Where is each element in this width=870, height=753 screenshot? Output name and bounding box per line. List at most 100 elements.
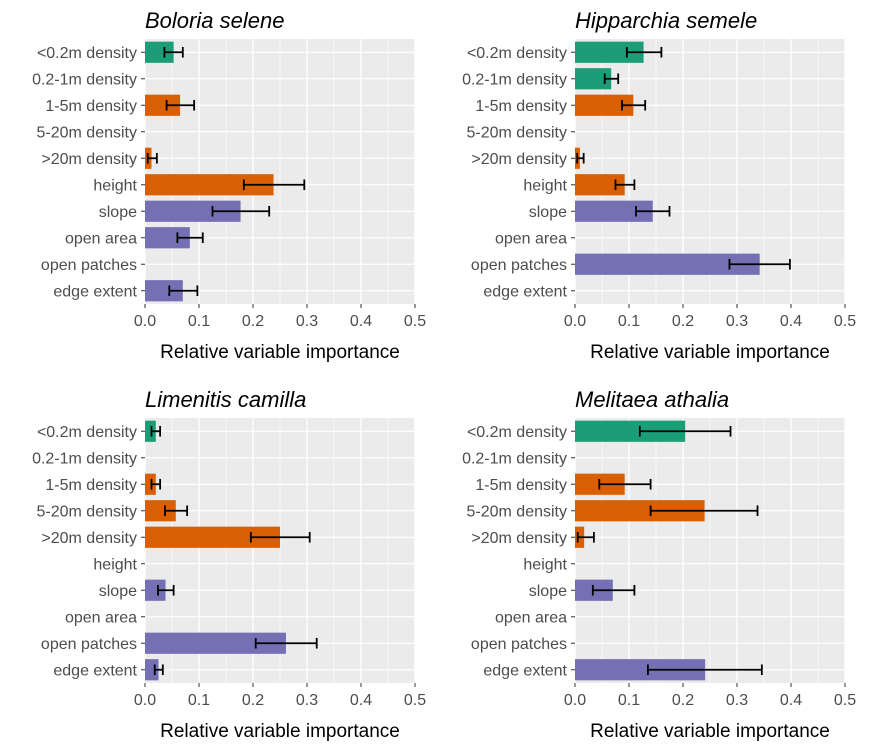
x-axis-label: Relative variable importance <box>590 342 830 363</box>
category-label: height <box>523 556 567 573</box>
category-label: 0.2-1m density <box>462 450 567 467</box>
bar <box>575 174 625 196</box>
category-label: 1-5m density <box>475 98 567 115</box>
bar <box>575 659 706 681</box>
bar <box>145 526 280 548</box>
category-label: >20m density <box>471 530 567 547</box>
panel-1: Boloria selene <0.2m density 0.2-1m densit… <box>32 8 426 363</box>
x-tick-label: 0.4 <box>780 313 802 330</box>
error-bar <box>157 584 175 596</box>
error-bar <box>150 425 162 437</box>
category-label: 1-5m density <box>45 477 137 494</box>
bar <box>145 280 183 302</box>
bar <box>575 68 612 90</box>
x-tick-label: 0.2 <box>672 313 694 330</box>
category-label: edge extent <box>483 283 567 300</box>
bar <box>145 632 286 654</box>
x-tick-label: 0.5 <box>834 692 856 709</box>
category-label: >20m density <box>41 530 137 547</box>
bar <box>575 200 653 222</box>
error-bar <box>146 152 158 164</box>
error-bar <box>165 99 196 111</box>
category-label: <0.2m density <box>37 424 137 441</box>
error-bar <box>168 285 199 297</box>
bar <box>145 579 166 601</box>
category-label: edge extent <box>53 662 137 679</box>
category-label: height <box>93 177 137 194</box>
x-tick-label: 0.2 <box>242 313 264 330</box>
bar <box>575 420 686 442</box>
bar <box>575 253 760 275</box>
category-label: height <box>93 556 137 573</box>
bar <box>575 500 705 522</box>
category-label: open patches <box>471 636 567 653</box>
x-tick-label: 0.1 <box>188 692 210 709</box>
x-tick-label: 0.3 <box>726 692 748 709</box>
category-label: 1-5m density <box>475 477 567 494</box>
x-tick-label: 0.5 <box>834 313 856 330</box>
x-axis-label: Relative variable importance <box>590 721 830 742</box>
category-label: slope <box>529 204 567 221</box>
error-bar <box>164 505 189 517</box>
bar <box>145 41 174 63</box>
category-label: slope <box>99 204 137 221</box>
error-bar <box>638 425 732 437</box>
error-bar <box>614 179 636 191</box>
error-bar <box>603 73 620 85</box>
error-bar <box>635 205 671 217</box>
category-label: open patches <box>41 257 137 274</box>
bar <box>145 174 274 196</box>
panel-2: Hipparchia semele <0.2m density 0.2-1m den… <box>462 8 856 363</box>
error-bar <box>150 478 162 490</box>
x-tick-label: 0.0 <box>134 692 156 709</box>
error-bar <box>576 152 585 164</box>
bar <box>575 94 634 116</box>
error-bar <box>242 179 306 191</box>
category-label: open patches <box>471 257 567 274</box>
x-tick-label: 0.2 <box>242 692 264 709</box>
x-axis-label: Relative variable importance <box>160 342 400 363</box>
error-bar <box>249 531 311 543</box>
category-label: <0.2m density <box>467 45 567 62</box>
category-label: 0.2-1m density <box>32 450 137 467</box>
category-label: open area <box>65 609 137 626</box>
category-label: >20m density <box>41 151 137 168</box>
error-bar <box>163 46 184 58</box>
error-bar <box>728 258 791 270</box>
category-label: open area <box>495 230 567 247</box>
category-label: 5-20m density <box>37 124 138 141</box>
error-bar <box>621 99 647 111</box>
bar <box>145 94 181 116</box>
x-tick-label: 0.3 <box>296 313 318 330</box>
x-tick-label: 0.4 <box>350 692 372 709</box>
x-tick-label: 0.1 <box>618 692 640 709</box>
category-label: >20m density <box>471 151 567 168</box>
x-tick-label: 0.4 <box>350 313 372 330</box>
error-bar <box>576 531 595 543</box>
x-tick-label: 0.3 <box>296 692 318 709</box>
category-label: 0.2-1m density <box>462 71 567 88</box>
x-tick-label: 0.0 <box>564 692 586 709</box>
x-tick-label: 0.2 <box>672 692 694 709</box>
category-label: height <box>523 177 567 194</box>
panel-title: Melitaea athalia <box>575 387 729 412</box>
panel-4: Melitaea athalia <0.2m density 0.2-1m dens… <box>462 387 856 742</box>
x-tick-label: 0.5 <box>404 692 426 709</box>
category-label: 5-20m density <box>467 503 568 520</box>
error-bar <box>598 478 652 490</box>
x-tick-label: 0.0 <box>134 313 156 330</box>
x-tick-label: 0.4 <box>780 692 802 709</box>
error-bar <box>254 637 318 649</box>
category-label: edge extent <box>53 283 137 300</box>
x-axis-label: Relative variable importance <box>160 721 400 742</box>
bar <box>145 420 156 442</box>
bar <box>145 473 156 495</box>
panel-3: Limenitis camilla <0.2m density 0.2-1m den… <box>32 387 426 742</box>
category-label: <0.2m density <box>467 424 567 441</box>
category-label: edge extent <box>483 662 567 679</box>
bar <box>145 200 241 222</box>
category-label: 5-20m density <box>467 124 568 141</box>
category-label: slope <box>529 583 567 600</box>
error-bar <box>176 232 204 244</box>
error-bar <box>625 46 663 58</box>
